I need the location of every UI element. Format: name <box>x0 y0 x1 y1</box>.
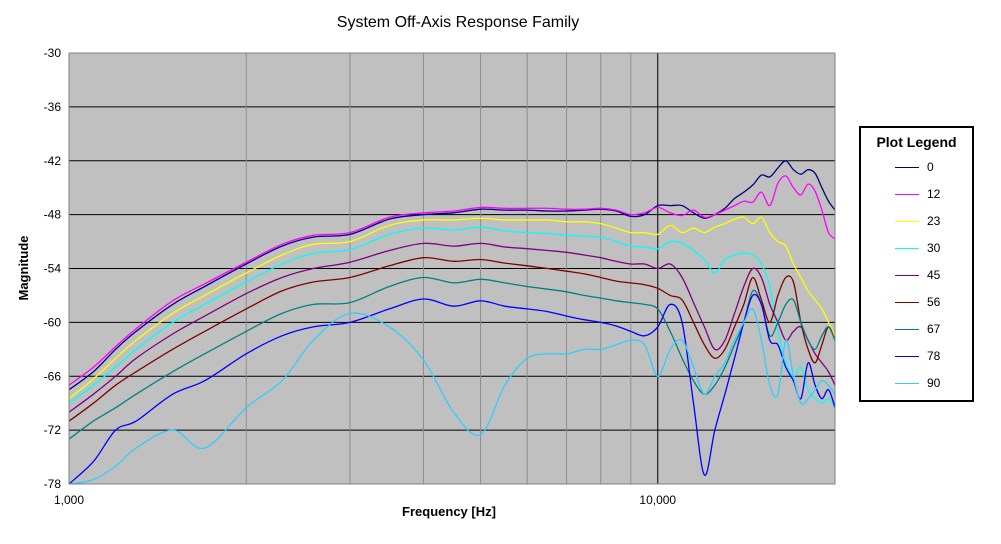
y-axis-ticks: -30 -36 -42 -48 -54 -60 -66 -72 -78 <box>44 46 62 491</box>
series-line-78 <box>69 293 835 484</box>
legend-item-23: 23 <box>861 212 972 232</box>
series-line-0 <box>69 160 835 391</box>
legend-item-67: 67 <box>861 320 972 340</box>
y-tick-label: -60 <box>44 315 62 329</box>
legend-item-56: 56 <box>861 293 972 313</box>
legend-label: 12 <box>927 187 941 201</box>
legend-item-90: 90 <box>861 374 972 394</box>
legend-swatch <box>895 302 919 303</box>
x-tick-label: 1,000 <box>54 493 84 507</box>
y-tick-label: -78 <box>44 477 62 491</box>
series-line-45 <box>69 242 835 413</box>
legend-label: 30 <box>927 241 941 255</box>
series-lines <box>69 160 835 484</box>
legend-label: 45 <box>927 268 941 282</box>
legend-swatch <box>895 275 919 276</box>
series-line-56 <box>69 256 835 422</box>
legend-swatch <box>895 383 919 384</box>
legend-label: 0 <box>927 160 934 174</box>
x-axis-ticks: 1,000 10,000 <box>54 493 676 507</box>
x-axis-label: Frequency [Hz] <box>402 504 496 519</box>
y-tick-label: -30 <box>44 46 62 60</box>
x-tick-label: 10,000 <box>639 493 676 507</box>
legend-label: 78 <box>927 349 941 363</box>
series-line-23 <box>69 216 835 400</box>
y-tick-label: -42 <box>44 154 62 168</box>
series-line-90 <box>69 307 835 484</box>
legend-item-0: 0 <box>861 158 972 178</box>
y-tick-label: -48 <box>44 208 62 222</box>
legend-swatch <box>895 194 919 195</box>
legend-item-78: 78 <box>861 347 972 367</box>
plot-border <box>68 52 836 485</box>
legend-label: 23 <box>927 214 941 228</box>
legend-item-45: 45 <box>861 266 972 286</box>
y-tick-label: -72 <box>44 423 62 437</box>
legend-label: 67 <box>927 322 941 336</box>
legend-swatch <box>895 167 919 168</box>
legend-swatch <box>895 356 919 357</box>
y-tick-label: -36 <box>44 100 62 114</box>
series-line-30 <box>69 226 835 409</box>
y-tick-label: -54 <box>44 262 62 276</box>
y-tick-label: -66 <box>44 369 62 383</box>
y-axis-label: Magnitude <box>16 236 31 301</box>
legend-label: 56 <box>927 295 941 309</box>
legend: Plot Legend 0 12 23 30 45 56 67 78 90 <box>859 126 974 402</box>
plot-area <box>68 52 836 485</box>
legend-item-12: 12 <box>861 185 972 205</box>
series-line-12 <box>69 175 835 386</box>
legend-item-30: 30 <box>861 239 972 259</box>
series-line-67 <box>69 276 835 440</box>
chart-title: System Off-Axis Response Family <box>337 14 579 31</box>
legend-label: 90 <box>927 376 941 390</box>
legend-swatch <box>895 248 919 249</box>
legend-swatch <box>895 329 919 330</box>
legend-title: Plot Legend <box>876 134 957 150</box>
legend-swatch <box>895 221 919 222</box>
